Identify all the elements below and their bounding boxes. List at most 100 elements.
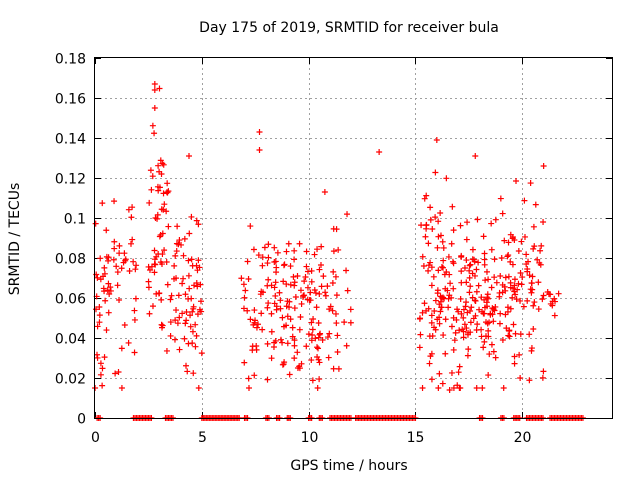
- data-point: [528, 289, 535, 296]
- data-point: [320, 273, 327, 280]
- data-point: [431, 324, 438, 331]
- data-point: [185, 340, 192, 347]
- data-point: [297, 314, 304, 321]
- data-point: [99, 200, 106, 207]
- data-point: [255, 252, 262, 259]
- data-point: [499, 289, 506, 296]
- data-point: [165, 188, 172, 195]
- data-point: [184, 368, 191, 375]
- data-point: [273, 269, 280, 276]
- data-point: [429, 226, 436, 233]
- data-point: [420, 262, 427, 269]
- grid-layer: [95, 58, 612, 418]
- data-point: [505, 239, 512, 246]
- data-point: [485, 372, 492, 379]
- data-point: [437, 308, 444, 315]
- data-point: [432, 214, 439, 221]
- data-point: [172, 252, 179, 259]
- data-point: [105, 280, 112, 287]
- data-point: [321, 189, 328, 195]
- data-point: [500, 385, 507, 391]
- data-point: [265, 241, 272, 248]
- data-point: [309, 377, 316, 384]
- y-tick-label: 0.18: [55, 52, 86, 68]
- data-point: [111, 198, 118, 205]
- data-point: [294, 349, 301, 356]
- data-point: [427, 259, 434, 266]
- data-point: [187, 312, 194, 319]
- data-point: [480, 233, 487, 240]
- data-point: [301, 292, 308, 299]
- data-point: [190, 370, 197, 377]
- data-point: [97, 371, 104, 378]
- data-point: [268, 355, 275, 362]
- data-point: [193, 332, 200, 339]
- data-point: [445, 304, 452, 311]
- data-point: [458, 310, 465, 317]
- data-point: [311, 286, 318, 293]
- data-point: [433, 137, 440, 143]
- data-point: [436, 320, 443, 327]
- data-point: [332, 310, 339, 317]
- data-point: [101, 354, 108, 361]
- data-point: [259, 326, 266, 333]
- data-point: [505, 252, 512, 259]
- data-point: [449, 203, 456, 210]
- data-point: [307, 289, 314, 296]
- data-point: [161, 247, 168, 254]
- data-point: [252, 317, 259, 324]
- data-point: [190, 303, 197, 310]
- data-point: [535, 306, 542, 313]
- data-point: [499, 336, 506, 343]
- data-point: [511, 276, 518, 283]
- data-point: [292, 293, 299, 300]
- data-point: [497, 195, 504, 202]
- data-point: [427, 353, 434, 360]
- data-point: [442, 285, 449, 292]
- data-point: [301, 278, 308, 285]
- data-point: [311, 251, 318, 258]
- data-point: [96, 312, 103, 319]
- data-point: [506, 328, 513, 334]
- data-point: [121, 322, 128, 329]
- data-point: [156, 85, 163, 92]
- data-point: [467, 319, 474, 326]
- data-point: [436, 314, 443, 321]
- data-point: [513, 178, 520, 185]
- data-point: [461, 265, 468, 271]
- data-point: [439, 238, 446, 245]
- data-point: [291, 342, 298, 349]
- tick-layer: 0 0.02 0.04 0.06 0.08 0.1 0.12 0.14 0.16 0.18 0 5 10…: [55, 52, 612, 446]
- data-point: [450, 385, 457, 391]
- data-point: [428, 319, 435, 326]
- data-point: [325, 354, 332, 361]
- data-point: [527, 180, 534, 187]
- data-point: [253, 324, 260, 331]
- data-point: [268, 310, 275, 317]
- data-point: [316, 266, 323, 273]
- data-point: [505, 273, 512, 280]
- data-point: [312, 335, 319, 342]
- data-point: [131, 349, 138, 356]
- data-point: [517, 331, 524, 338]
- data-point: [511, 353, 518, 360]
- data-point: [179, 310, 186, 317]
- data-point: [316, 290, 323, 297]
- data-point: [158, 171, 165, 178]
- data-point: [173, 307, 180, 314]
- data-point: [102, 297, 109, 304]
- data-point: [196, 264, 203, 271]
- data-point: [113, 263, 120, 270]
- data-point: [324, 283, 331, 290]
- data-point: [535, 279, 542, 286]
- data-point: [285, 240, 292, 247]
- data-point: [259, 289, 266, 296]
- data-point: [183, 317, 190, 324]
- data-point: [448, 240, 455, 247]
- data-point: [475, 282, 482, 289]
- data-point: [181, 235, 188, 242]
- data-point: [463, 325, 470, 332]
- data-point: [186, 230, 193, 237]
- data-point: [303, 263, 310, 270]
- data-point: [440, 257, 447, 264]
